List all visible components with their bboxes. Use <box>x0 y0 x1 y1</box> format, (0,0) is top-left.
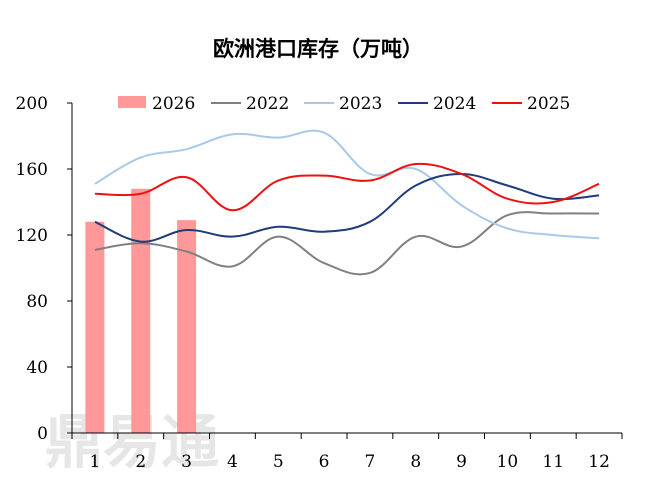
legend-label-2023: 2023 <box>339 94 382 114</box>
x-tick-label: 1 <box>90 452 101 472</box>
y-tick-label: 200 <box>16 94 48 114</box>
legend-label-2025: 2025 <box>527 94 570 114</box>
x-tick-label: 12 <box>588 452 610 472</box>
series-line-2025 <box>94 162 600 212</box>
bar-2026-2 <box>131 188 151 433</box>
series-line-2022 <box>94 211 600 276</box>
x-tick-label: 3 <box>181 452 192 472</box>
legend: 2026 2022 2023 2024 2025 <box>118 94 570 114</box>
x-tick-label: 11 <box>542 452 564 472</box>
x-tick-label: 10 <box>497 452 519 472</box>
x-tick-label: 5 <box>273 452 284 472</box>
y-tick-label: 80 <box>26 292 48 312</box>
legend-swatch-2026 <box>118 96 146 108</box>
x-tick-label: 2 <box>135 452 146 472</box>
bar-2026-1 <box>85 221 105 433</box>
legend-label-2026: 2026 <box>152 94 195 114</box>
x-tick-label: 4 <box>227 452 238 472</box>
x-tick-label: 9 <box>456 452 467 472</box>
x-tick-label: 6 <box>319 452 330 472</box>
y-tick-label: 120 <box>16 226 48 246</box>
y-tick-label: 160 <box>16 160 48 180</box>
x-tick-label: 8 <box>410 452 421 472</box>
legend-label-2024: 2024 <box>433 94 476 114</box>
y-tick-label: 0 <box>37 424 48 444</box>
y-tick-label: 40 <box>26 358 48 378</box>
legend-label-2022: 2022 <box>246 94 289 114</box>
x-tick-label: 7 <box>365 452 376 472</box>
bar-2026-3 <box>177 220 197 433</box>
series-line-2023 <box>94 129 600 240</box>
chart-title: 欧洲港口库存（万吨） <box>213 37 423 61</box>
series-line-2024 <box>94 172 600 243</box>
